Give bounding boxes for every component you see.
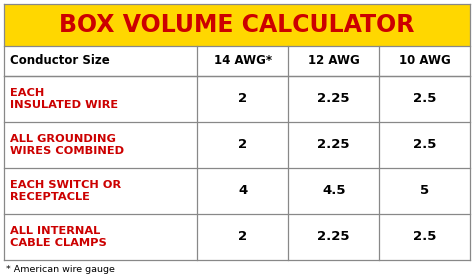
Text: BOX VOLUME CALCULATOR: BOX VOLUME CALCULATOR [59, 13, 415, 37]
Text: 10 AWG: 10 AWG [399, 54, 450, 68]
Text: 2.25: 2.25 [318, 230, 350, 243]
Bar [4, 76, 470, 122]
Bar [4, 168, 470, 214]
Text: 4.5: 4.5 [322, 184, 346, 198]
Text: 2: 2 [238, 230, 247, 243]
Bar [4, 122, 470, 168]
Text: 2.25: 2.25 [318, 139, 350, 152]
Text: 2: 2 [238, 92, 247, 105]
Text: 4: 4 [238, 184, 247, 198]
Text: 5: 5 [420, 184, 429, 198]
Bar [4, 214, 470, 260]
Text: 2.5: 2.5 [413, 139, 436, 152]
Text: 2.5: 2.5 [413, 92, 436, 105]
Bar [4, 46, 470, 76]
Text: Conductor Size: Conductor Size [10, 54, 110, 68]
Text: 12 AWG: 12 AWG [308, 54, 360, 68]
Text: 2.5: 2.5 [413, 230, 436, 243]
Text: ALL GROUNDING
WIRES COMBINED: ALL GROUNDING WIRES COMBINED [10, 134, 124, 156]
Text: 2: 2 [238, 139, 247, 152]
Text: 14 AWG*: 14 AWG* [214, 54, 272, 68]
Text: EACH
INSULATED WIRE: EACH INSULATED WIRE [10, 88, 118, 110]
Text: 2.25: 2.25 [318, 92, 350, 105]
Text: * American wire gauge: * American wire gauge [6, 266, 115, 274]
Bar [4, 4, 470, 46]
Text: ALL INTERNAL
CABLE CLAMPS: ALL INTERNAL CABLE CLAMPS [10, 226, 107, 248]
Text: EACH SWITCH OR
RECEPTACLE: EACH SWITCH OR RECEPTACLE [10, 180, 121, 202]
